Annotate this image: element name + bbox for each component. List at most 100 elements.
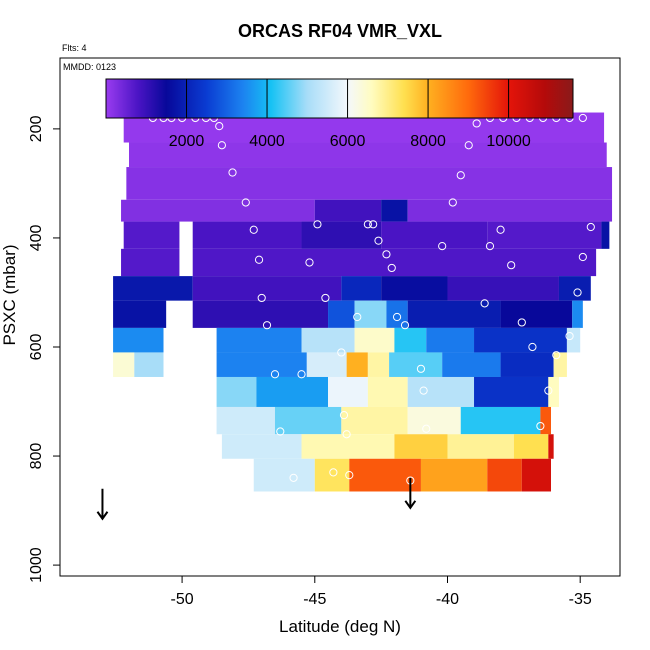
heatmap-cell bbox=[113, 276, 193, 301]
y-tick-label: 600 bbox=[28, 334, 45, 361]
heatmap-cell bbox=[601, 221, 610, 249]
chart-title: ORCAS RF04 VMR_VXL bbox=[238, 21, 442, 41]
down-arrow bbox=[96, 488, 109, 521]
heatmap-cell bbox=[513, 434, 549, 459]
heatmap-cell bbox=[521, 458, 551, 492]
track-point bbox=[456, 171, 465, 180]
track-point bbox=[374, 236, 383, 245]
track-point bbox=[416, 364, 426, 373]
track-point bbox=[573, 288, 582, 297]
track-point bbox=[254, 255, 264, 264]
heatmap-cell bbox=[274, 406, 342, 435]
y-tick-label: 200 bbox=[28, 115, 45, 142]
track-point bbox=[215, 122, 224, 131]
plot-frame bbox=[59, 57, 621, 577]
colorbar-tick-label: 6000 bbox=[330, 133, 366, 150]
track-point bbox=[249, 225, 258, 234]
track-point bbox=[262, 321, 272, 330]
x-tick-label: -50 bbox=[171, 591, 194, 608]
track-point bbox=[228, 168, 237, 177]
heatmap-cell bbox=[134, 352, 164, 377]
heatmap-cell bbox=[192, 221, 302, 249]
heatmap-cell bbox=[123, 221, 180, 249]
track-point bbox=[578, 252, 587, 262]
x-tick-label: -45 bbox=[303, 591, 326, 608]
mmdd-label: MMDD: 0123 bbox=[63, 62, 116, 72]
heatmap-cells bbox=[113, 112, 613, 492]
heatmap-cell bbox=[216, 352, 307, 377]
heatmap-cell bbox=[328, 376, 368, 407]
heatmap-cell bbox=[126, 167, 613, 200]
heatmap-cell bbox=[301, 327, 355, 353]
heatmap-cell bbox=[216, 406, 275, 435]
colorbar-gradient bbox=[105, 78, 574, 119]
heatmap-cell bbox=[301, 434, 395, 459]
track-point bbox=[419, 386, 428, 395]
heatmap-cell bbox=[306, 352, 347, 377]
down-arrow bbox=[404, 477, 417, 510]
heatmap-cell bbox=[474, 376, 549, 407]
track-point bbox=[369, 220, 378, 229]
heatmap-cell bbox=[253, 458, 315, 492]
track-point bbox=[276, 427, 285, 436]
track-point bbox=[586, 222, 595, 232]
heatmap-cell bbox=[221, 434, 302, 459]
heatmap-cell bbox=[121, 199, 315, 222]
track-point bbox=[528, 342, 537, 352]
heatmap-cell bbox=[349, 458, 421, 492]
colorbar: 2000 4000 6000 8000 10000 bbox=[105, 78, 574, 150]
track-point bbox=[438, 242, 447, 251]
track-point bbox=[578, 113, 587, 123]
track-point bbox=[329, 468, 338, 477]
track-point bbox=[313, 220, 322, 229]
heatmap-cell bbox=[407, 376, 475, 407]
heatmap-cell bbox=[192, 300, 329, 328]
x-axis-label: Latitude (deg N) bbox=[279, 617, 401, 636]
colorbar-tick-label: 4000 bbox=[249, 133, 285, 150]
track-point bbox=[400, 321, 410, 330]
heatmap-cell bbox=[500, 300, 573, 328]
colorbar-tick-label: 8000 bbox=[410, 133, 446, 150]
heatmap-cell bbox=[572, 300, 583, 328]
colorbar-ticks: 2000 4000 6000 8000 10000 bbox=[169, 79, 531, 150]
heatmap-cell bbox=[487, 221, 602, 249]
track-point bbox=[507, 261, 516, 270]
heatmap-cell bbox=[426, 327, 475, 353]
arrow-head bbox=[404, 500, 417, 510]
heatmap-cell bbox=[121, 248, 180, 277]
track-point bbox=[363, 220, 372, 229]
heatmap-cell bbox=[113, 327, 164, 353]
track-point bbox=[345, 471, 354, 480]
track-point bbox=[217, 141, 226, 150]
track-point bbox=[337, 348, 346, 357]
heatmap-cell bbox=[447, 434, 514, 459]
track-point bbox=[387, 263, 396, 273]
flights-label: Flts: 4 bbox=[62, 43, 87, 53]
track-point bbox=[536, 421, 545, 431]
track-point bbox=[270, 370, 280, 379]
heatmap-cell bbox=[389, 352, 443, 377]
heatmap-cell bbox=[442, 352, 501, 377]
heatmap-cell bbox=[216, 327, 302, 353]
heatmap-cell bbox=[381, 199, 408, 222]
heatmap-cell bbox=[474, 327, 567, 353]
heatmap-cell bbox=[460, 406, 541, 435]
heatmap-cell bbox=[394, 434, 448, 459]
track-point bbox=[305, 258, 314, 267]
heatmap-cell bbox=[386, 300, 408, 328]
heatmap-cell bbox=[540, 406, 551, 435]
track-point bbox=[544, 386, 553, 395]
arrows bbox=[96, 477, 417, 521]
heatmap-cell bbox=[367, 376, 408, 407]
track-point bbox=[480, 299, 489, 308]
heatmap-cell bbox=[216, 376, 257, 407]
heatmap-cell bbox=[548, 376, 559, 407]
track-point bbox=[464, 141, 473, 150]
heatmap-cell bbox=[381, 221, 488, 249]
y-tick-label: 400 bbox=[28, 224, 45, 251]
heatmap-cell bbox=[487, 458, 522, 492]
track-point bbox=[297, 370, 306, 379]
track-point bbox=[241, 198, 250, 207]
y-tick-label: 1000 bbox=[28, 547, 45, 583]
heatmap-cell bbox=[314, 458, 350, 492]
